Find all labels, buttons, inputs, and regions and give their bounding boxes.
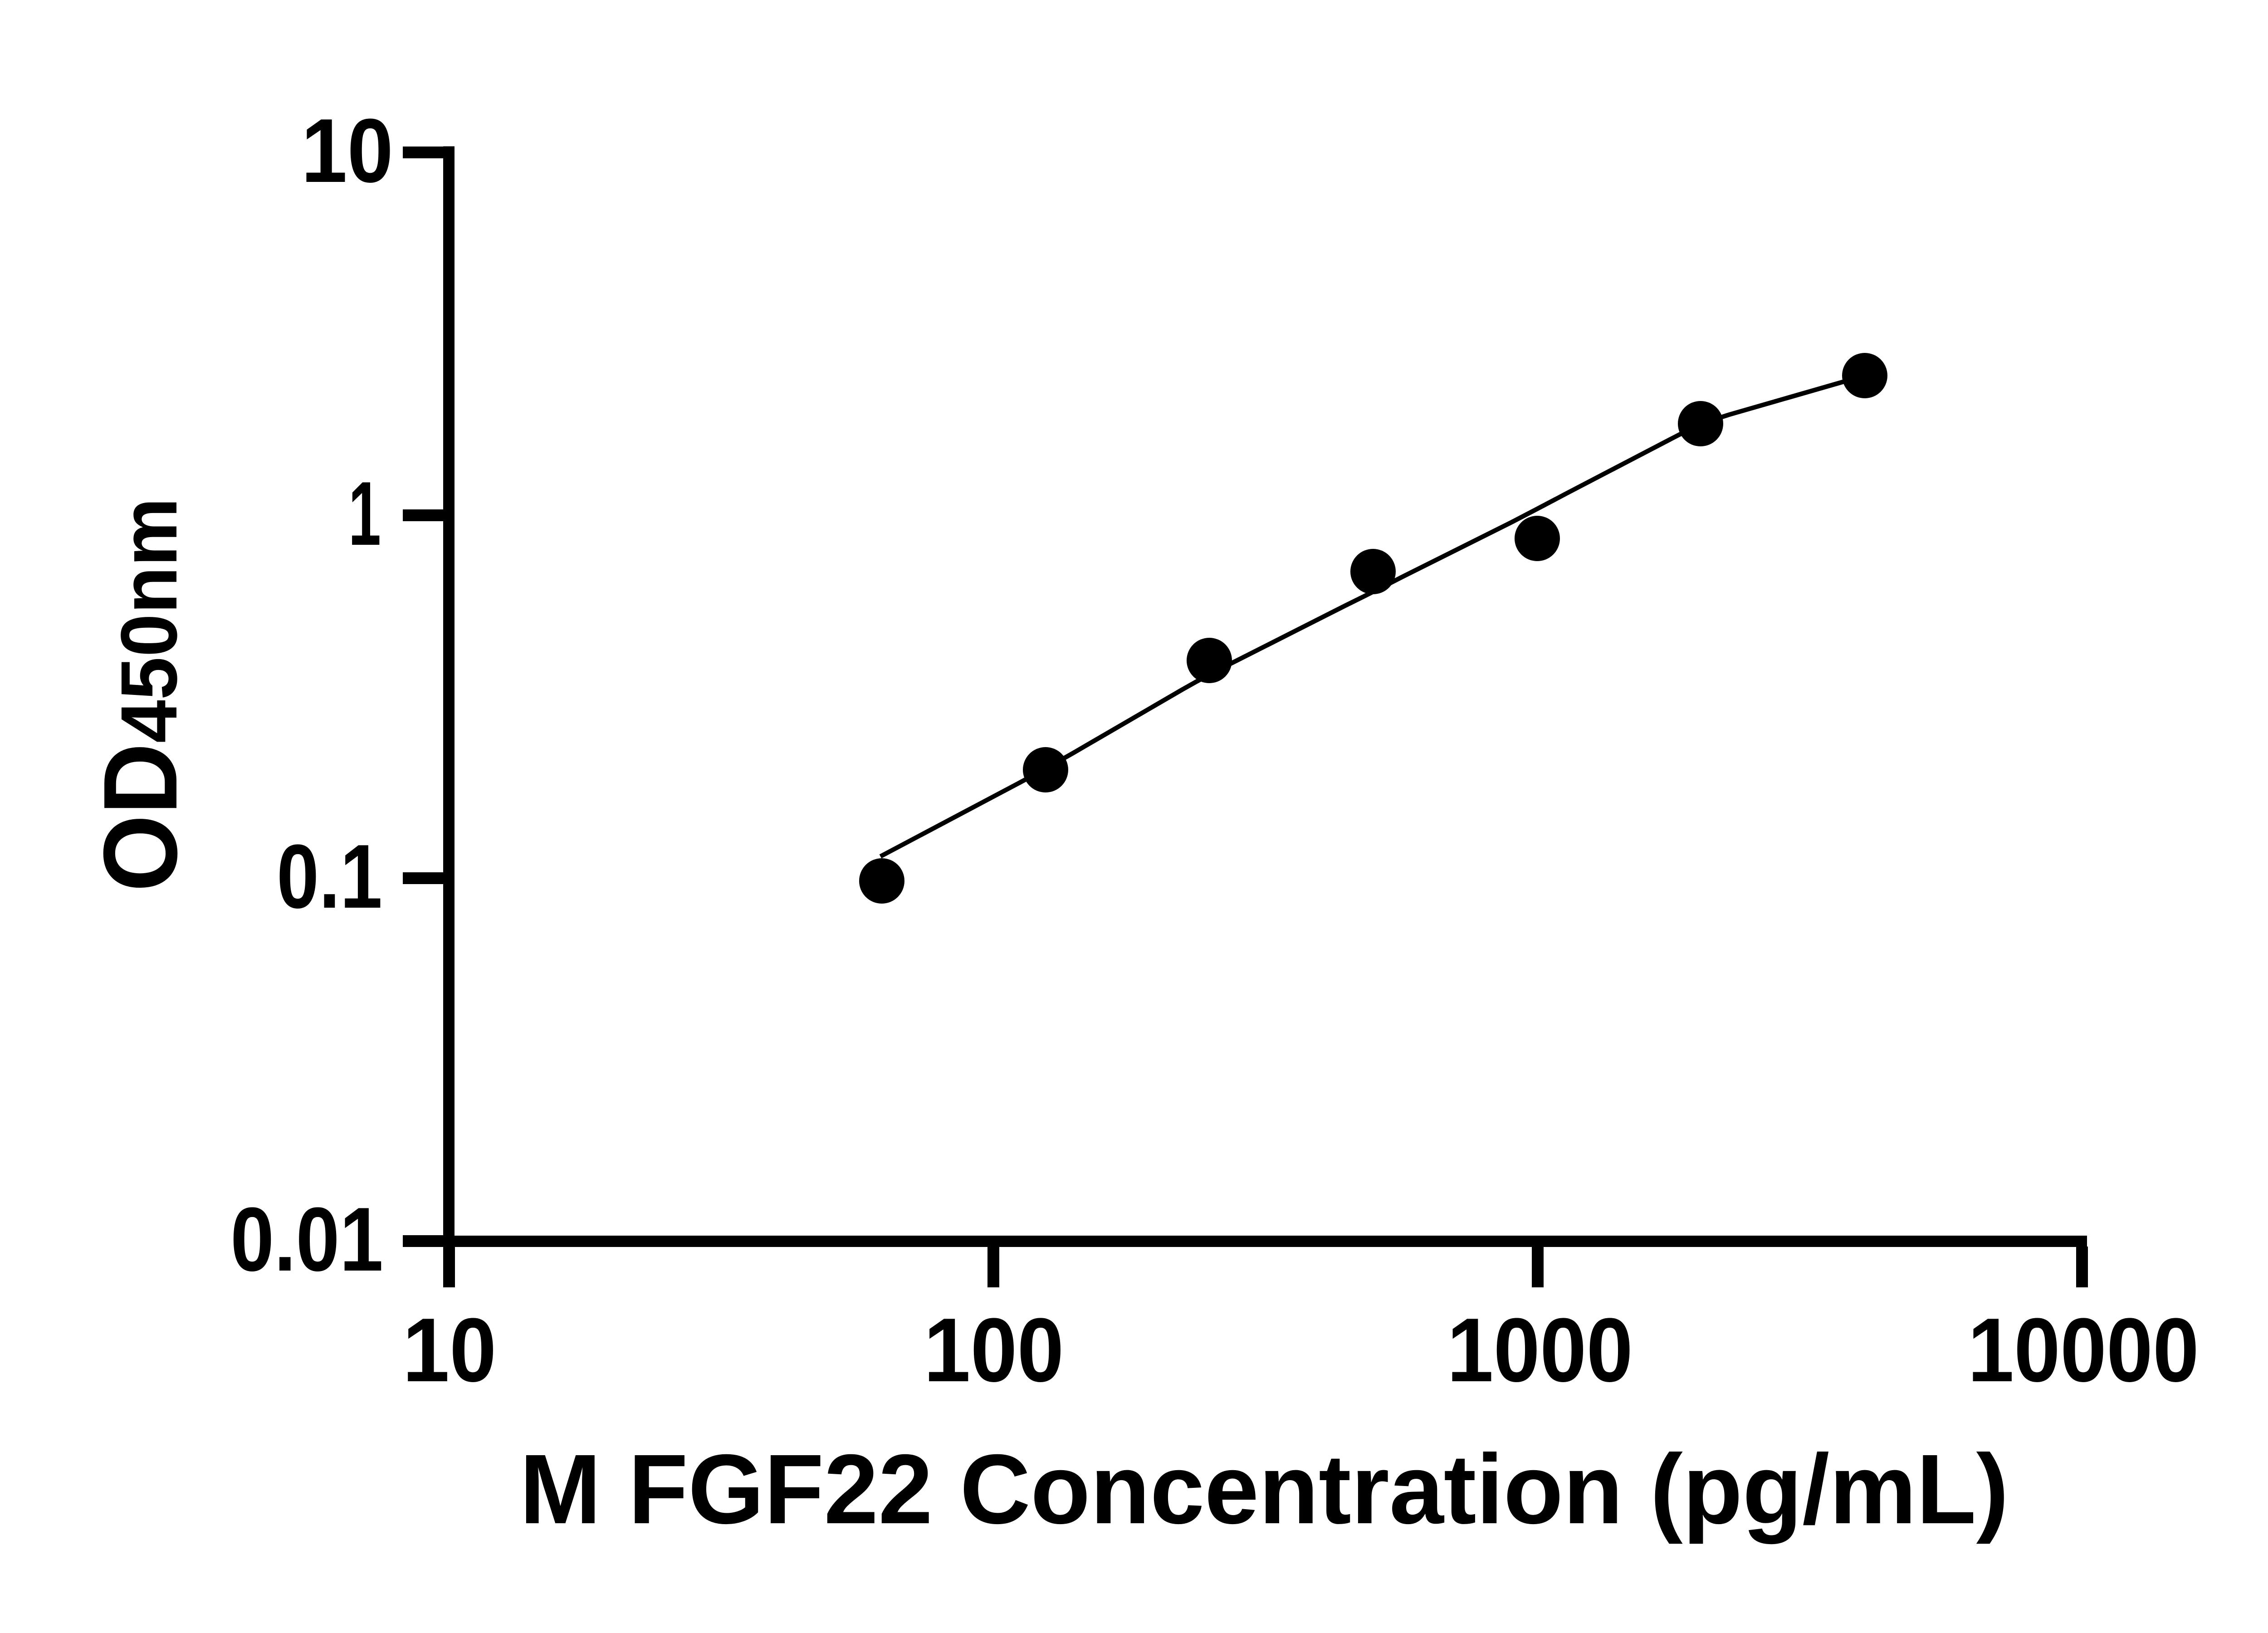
svg-text:10: 10 xyxy=(301,100,393,201)
svg-text:OD450nm: OD450nm xyxy=(82,498,199,892)
svg-text:1: 1 xyxy=(348,463,381,564)
svg-text:M FGF22 Concentration (pg/mL): M FGF22 Concentration (pg/mL) xyxy=(520,1434,2009,1545)
svg-text:10: 10 xyxy=(403,1300,497,1401)
svg-text:0.01: 0.01 xyxy=(230,1189,383,1290)
svg-text:100: 100 xyxy=(924,1300,1064,1401)
svg-text:1000: 1000 xyxy=(1447,1300,1633,1401)
svg-text:10000: 10000 xyxy=(1968,1300,2199,1401)
svg-text:0.1: 0.1 xyxy=(277,826,382,927)
